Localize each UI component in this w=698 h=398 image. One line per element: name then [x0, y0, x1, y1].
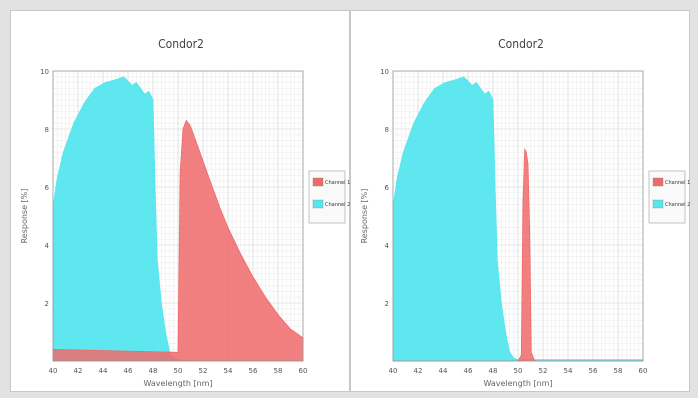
x-tick-label: 46 — [124, 367, 133, 375]
series-area-channel-2 — [392, 76, 644, 362]
x-tick-label: 58 — [274, 367, 283, 375]
plot-frame — [52, 70, 304, 362]
x-tick-label: 42 — [74, 367, 83, 375]
chart-title: Condor2 — [158, 37, 204, 51]
y-axis-label: Response [%] — [360, 189, 369, 244]
y-tick-label: 6 — [45, 184, 50, 192]
x-tick-label: 56 — [249, 367, 258, 375]
x-tick-label: 52 — [199, 367, 208, 375]
y-tick-label: 2 — [385, 300, 389, 308]
x-tick-label: 40 — [389, 367, 398, 375]
x-axis-label: Wavelength [nm] — [143, 379, 212, 388]
x-tick-label: 60 — [299, 367, 308, 375]
y-tick-label: 8 — [385, 126, 389, 134]
chart-panel-right: Condor2 2 4 6 8 10 40 42 44 46 48 50 52 54 56 58 60 Wavel… — [350, 10, 690, 392]
x-axis-label: Wavelength [nm] — [483, 379, 552, 388]
x-tick-label: 56 — [589, 367, 598, 375]
x-tick-label: 60 — [639, 367, 648, 375]
x-tick-label: 50 — [174, 367, 183, 375]
y-tick-label: 2 — [45, 300, 49, 308]
legend-swatch-channel-1 — [312, 177, 324, 187]
x-tick-label: 44 — [99, 367, 108, 375]
y-axis-label: Response [%] — [20, 189, 29, 244]
y-tick-label: 4 — [45, 242, 50, 250]
y-tick-label: 10 — [40, 68, 49, 76]
x-tick-label: 42 — [414, 367, 423, 375]
legend-label: Channel 1 — [325, 180, 350, 186]
x-tick-label: 58 — [614, 367, 623, 375]
y-tick-label: 8 — [45, 126, 49, 134]
chart-panel-left: Condor2 2 4 6 8 10 40 42 44 46 48 50 52 54 56 58 60 Wavel… — [10, 10, 350, 392]
legend-label: Channel 1 — [665, 180, 690, 186]
x-tick-label: 46 — [464, 367, 473, 375]
x-tick-label: 52 — [539, 367, 548, 375]
x-tick-label: 48 — [489, 367, 498, 375]
y-tick-label: 10 — [380, 68, 389, 76]
y-tick-label: 6 — [385, 184, 390, 192]
legend-label: Channel 2 — [325, 202, 350, 208]
plot-frame — [392, 70, 644, 362]
legend-swatch-channel-2 — [312, 199, 324, 209]
y-tick-label: 4 — [385, 242, 390, 250]
x-tick-label: 48 — [149, 367, 158, 375]
legend-label: Channel 2 — [665, 202, 690, 208]
legend-swatch-channel-1 — [652, 177, 664, 187]
series-area-channel-1 — [52, 119, 304, 362]
x-tick-label: 44 — [439, 367, 448, 375]
chart-title: Condor2 — [498, 37, 544, 51]
legend-swatch-channel-2 — [652, 199, 664, 209]
x-tick-label: 54 — [564, 367, 573, 375]
legend: Channel 1 Channel 2 — [308, 170, 350, 224]
x-tick-label: 50 — [514, 367, 523, 375]
x-tick-label: 40 — [49, 367, 58, 375]
x-tick-label: 54 — [224, 367, 233, 375]
legend: Channel 1 Channel 2 — [648, 170, 690, 224]
